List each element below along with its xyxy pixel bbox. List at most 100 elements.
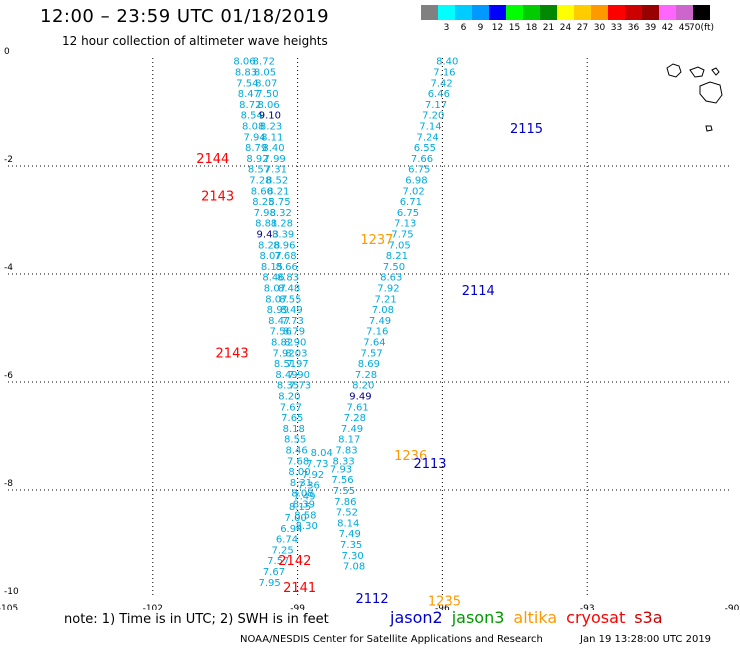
wave-height-value: 6.94 <box>280 524 302 535</box>
legend-label: 24 <box>559 23 572 33</box>
wave-height-value: 7.05 <box>389 240 411 251</box>
wave-height-value: 8.28 <box>271 219 293 230</box>
wave-height-value: 8.31 <box>290 478 312 489</box>
legend-label: 39 <box>644 23 657 33</box>
wave-height-value: 8.49 <box>275 370 297 381</box>
satellite-label: jason2 <box>390 608 443 627</box>
legend-item: 21 <box>540 5 557 33</box>
island-outline <box>711 67 720 76</box>
wave-height-value: 8.40 <box>436 57 458 68</box>
x-tick-label: -105 <box>0 604 18 610</box>
legend-swatch <box>421 5 438 20</box>
wave-height-value: 8.57 <box>248 165 270 176</box>
wave-height-value: 7.31 <box>265 165 287 176</box>
satellite-label: jason3 <box>451 608 505 627</box>
wave-height-value: 7.99 <box>264 154 286 165</box>
wave-height-value: 7.52 <box>336 508 358 519</box>
legend-label: 3 <box>443 23 450 33</box>
wave-height-value: 7.90 <box>288 370 310 381</box>
legend-label: 15 <box>508 23 521 33</box>
legend-item: 12 <box>489 5 506 33</box>
wave-height-value: 7.73 <box>282 316 304 327</box>
pass-time-label: 2144 <box>196 152 229 167</box>
wave-height-value: 7.08 <box>343 562 365 573</box>
wave-height-value: 7.61 <box>347 402 369 413</box>
wave-height-value: 8.20 <box>278 392 300 403</box>
wave-height-value: 8.39 <box>272 230 294 241</box>
wave-height-value: 6.46 <box>428 89 450 100</box>
y-tick-label: -10 <box>4 587 19 597</box>
island-outline <box>666 63 682 78</box>
wave-height-value: 8.55 <box>284 435 306 446</box>
wave-height-value: 7.94 <box>244 132 266 143</box>
y-tick-label: -2 <box>4 155 13 165</box>
wave-height-value: 8.72 <box>253 57 275 68</box>
pass-time-label: 1235 <box>428 595 461 610</box>
legend-swatch <box>455 5 472 20</box>
legend-swatch <box>438 5 455 20</box>
wave-height-value: 8.15 <box>289 502 311 513</box>
wave-height-value: 7.49 <box>369 316 391 327</box>
wave-height-value: 7.65 <box>281 413 303 424</box>
pass-time-label: 2143 <box>201 190 234 205</box>
wave-height-value: 8.54 <box>241 111 263 122</box>
wave-height-value: 7.17 <box>425 100 447 111</box>
wave-height-value: 8.51 <box>274 359 296 370</box>
legend-item: 36 <box>625 5 642 33</box>
footer-timestamp: Jan 19 13:28:00 UTC 2019 <box>580 634 712 645</box>
wave-height-value: 9.10 <box>259 111 281 122</box>
legend-item: 18 <box>523 5 540 33</box>
wave-height-value: 7.68 <box>274 251 296 262</box>
wave-height-value: 8.30 <box>296 521 318 532</box>
legend-item: 6 <box>455 5 472 33</box>
legend-label: 27 <box>576 23 589 33</box>
wave-height-value: 8.21 <box>386 251 408 262</box>
legend-label: 33 <box>610 23 623 33</box>
legend-swatch <box>659 5 676 20</box>
wave-height-value: 7.92 <box>377 284 399 295</box>
wave-height-value: 7.56 <box>331 475 353 486</box>
legend-label: 21 <box>542 23 555 33</box>
wave-height-value: 8.75 <box>268 197 290 208</box>
wave-height-value: 8.90 <box>284 338 306 349</box>
wave-height-value: 8.06 <box>233 57 255 68</box>
wave-height-value: 6.75 <box>397 208 419 219</box>
legend-swatch <box>693 5 710 20</box>
wave-height-value: 7.42 <box>430 78 452 89</box>
island-outline <box>705 125 713 132</box>
wave-height-value: 8.72 <box>239 100 261 111</box>
wave-height-value: 7.73 <box>306 459 328 470</box>
wave-height-value: 7.50 <box>256 89 278 100</box>
y-tick-label: -6 <box>4 371 13 381</box>
pass-time-label: 1237 <box>360 233 393 248</box>
wave-height-value: 8.33 <box>333 456 355 467</box>
legend-item <box>421 5 438 33</box>
wave-height-value: 7.55 <box>333 486 355 497</box>
wave-height-value: 8.23 <box>260 122 282 133</box>
legend-swatch <box>506 5 523 20</box>
wave-height-value: 7.93 <box>330 464 352 475</box>
satellite-label: s3a <box>634 608 663 627</box>
wave-height-value: 8.08 <box>291 489 313 500</box>
wave-height-value: 8.79 <box>245 143 267 154</box>
legend-item: 30 <box>591 5 608 33</box>
wave-height-value: 7.92 <box>272 348 294 359</box>
wave-height-value: 6.55 <box>414 143 436 154</box>
wave-height-value: 7.92 <box>302 470 324 481</box>
footer-credit: NOAA/NESDIS Center for Satellite Applica… <box>240 634 543 645</box>
x-tick-label: -96 <box>435 604 450 610</box>
wave-height-value: 7.20 <box>422 111 444 122</box>
legend-swatch <box>523 5 540 20</box>
wave-height-value: 8.96 <box>273 240 295 251</box>
wave-height-value: 8.66 <box>276 262 298 273</box>
wave-height-value: 8.07 <box>264 284 286 295</box>
legend-label: 70(ft) <box>689 23 715 33</box>
wave-height-value: 9.49 <box>349 392 371 403</box>
legend-swatch <box>574 5 591 20</box>
wave-height-value: 7.49 <box>341 424 363 435</box>
x-tick-label: -99 <box>290 604 305 610</box>
wave-height-value: 9.43 <box>257 230 279 241</box>
legend-label: 18 <box>525 23 538 33</box>
legend-swatch <box>625 5 642 20</box>
wave-height-value: 7.95 <box>258 578 280 589</box>
